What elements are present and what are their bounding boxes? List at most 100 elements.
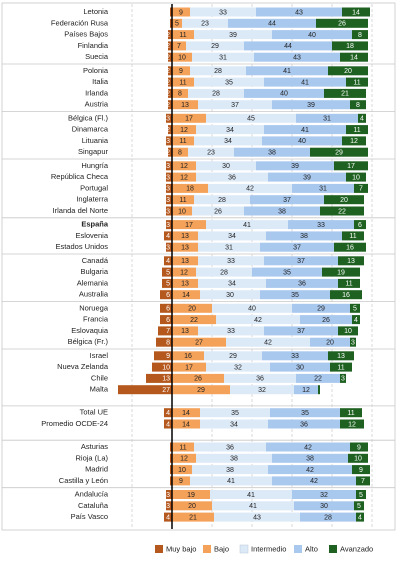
bar-segment xyxy=(162,278,172,288)
bar-segment xyxy=(352,315,360,325)
value-label: 42 xyxy=(310,478,318,485)
bar-segment xyxy=(172,77,194,87)
bar-segment xyxy=(244,206,320,216)
value-label: 35 xyxy=(301,410,309,417)
value-label: 35 xyxy=(231,410,239,417)
value-label: 10 xyxy=(352,174,360,181)
value-label: 7 xyxy=(177,43,181,50)
value-label: 11 xyxy=(345,281,352,288)
bar-segment xyxy=(316,18,368,28)
bar-segment xyxy=(168,88,172,98)
frame xyxy=(1,2,396,531)
value-label: 34 xyxy=(228,233,236,240)
bar-segment xyxy=(328,351,354,361)
bar-segment xyxy=(322,267,360,277)
value-label: 33 xyxy=(227,258,235,265)
category-label: Finlandia xyxy=(78,41,109,50)
value-label: 13 xyxy=(181,233,189,240)
bar-segment xyxy=(172,326,198,336)
value-label: 14 xyxy=(182,292,190,299)
bar-segment xyxy=(186,41,244,51)
value-label: 11 xyxy=(353,127,360,134)
value-label: 34 xyxy=(226,127,234,134)
bar-segment xyxy=(172,408,200,418)
value-label: 41 xyxy=(283,68,291,75)
category-label: Australia xyxy=(79,290,109,299)
category-label: Andalucía xyxy=(75,489,109,498)
value-label: 3 xyxy=(166,138,170,145)
value-label: 4 xyxy=(166,410,170,417)
value-label: 12 xyxy=(180,456,188,463)
bar-segment xyxy=(166,501,172,511)
value-label: 33 xyxy=(227,328,235,335)
value-label: 38 xyxy=(230,456,238,463)
bar-segment xyxy=(332,41,368,51)
legend-label: Muy bajo xyxy=(166,544,196,553)
value-label: 37 xyxy=(297,328,305,335)
bar-segment xyxy=(172,88,188,98)
value-label: 16 xyxy=(342,292,350,299)
bar-segment xyxy=(162,267,172,277)
value-label: 28 xyxy=(220,269,228,276)
bar-segment xyxy=(264,326,338,336)
bar-segment xyxy=(224,373,296,383)
value-label: 3 xyxy=(166,208,170,215)
bar-segment xyxy=(172,512,214,522)
value-label: 11 xyxy=(179,444,186,451)
value-label: 4 xyxy=(354,317,358,324)
bar-segment xyxy=(172,290,200,300)
bar-segment xyxy=(260,290,330,300)
bar-segment xyxy=(254,52,340,62)
value-label: 26 xyxy=(338,21,346,28)
bar-segment xyxy=(352,465,370,475)
bar-segment xyxy=(172,136,194,146)
bar-segment xyxy=(204,351,262,361)
value-label: 5 xyxy=(166,281,170,288)
value-label: 17 xyxy=(185,222,193,229)
bar-segment xyxy=(206,220,288,230)
bar-segment xyxy=(172,7,190,17)
value-label: 36 xyxy=(256,376,264,383)
value-label: 9 xyxy=(359,467,363,474)
value-label: 45 xyxy=(247,116,255,123)
value-label: 10 xyxy=(344,328,352,335)
value-label: 31 xyxy=(323,116,331,123)
category-label: Suecia xyxy=(85,52,109,61)
value-label: 39 xyxy=(307,102,315,109)
bar-segment xyxy=(200,408,270,418)
bar-segment xyxy=(172,147,188,157)
value-label: 5 xyxy=(166,269,170,276)
value-label: 2 xyxy=(166,79,170,86)
bar-segment xyxy=(206,362,270,372)
bar-segment xyxy=(334,161,368,171)
bar-segment xyxy=(250,195,324,205)
value-label: 13 xyxy=(181,258,189,265)
value-label: 8 xyxy=(358,32,362,39)
value-label: 43 xyxy=(295,9,303,16)
bar-segment xyxy=(172,419,200,429)
value-label: 11 xyxy=(179,197,186,204)
bar-segment xyxy=(196,453,272,463)
category-label: Asturias xyxy=(81,442,108,451)
value-label: 20 xyxy=(326,340,334,347)
value-label: 43 xyxy=(253,514,261,521)
bar-segment xyxy=(194,442,266,452)
bar-segment xyxy=(188,147,234,157)
value-label: 31 xyxy=(319,186,327,193)
value-label: 3 xyxy=(166,174,170,181)
bar-segment xyxy=(172,385,230,395)
bar-segment xyxy=(146,373,172,383)
bar-segment xyxy=(350,303,360,313)
bar-segment xyxy=(292,490,356,499)
bar-segment xyxy=(172,231,198,241)
value-label: 13 xyxy=(181,281,189,288)
value-label: 28 xyxy=(218,197,226,204)
value-label: 11 xyxy=(179,32,186,39)
value-label: 32 xyxy=(234,364,242,371)
value-label: 22 xyxy=(314,376,322,383)
bar-segment xyxy=(270,362,330,372)
value-label: 41 xyxy=(301,79,309,86)
value-label: 12 xyxy=(180,163,188,170)
bar-segment xyxy=(158,326,172,336)
value-label: 35 xyxy=(225,79,233,86)
